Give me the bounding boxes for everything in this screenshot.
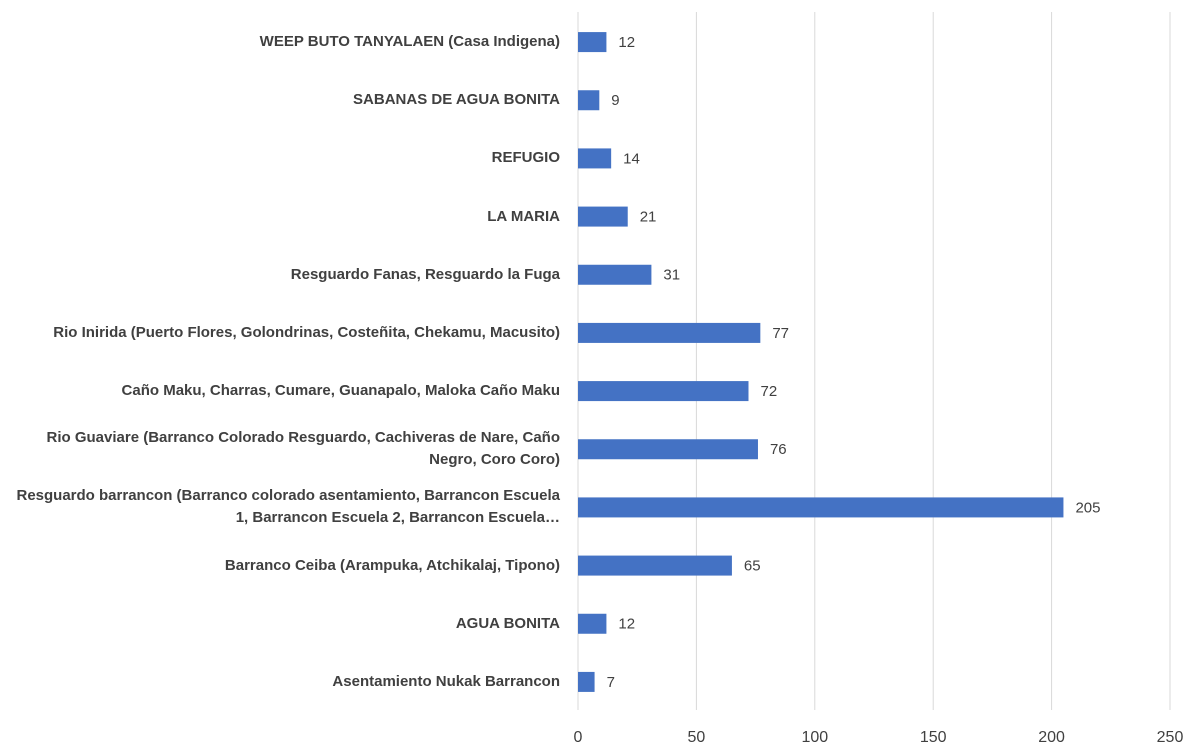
y-tick-label: Barranco Ceiba (Arampuka, Atchikalaj, Ti… [224, 556, 560, 574]
y-tick-label: Caño Maku, Charras, Cumare, Guanapalo, M… [121, 382, 560, 400]
y-tick-label: Resguardo Fanas, Resguardo la Fuga [290, 265, 560, 283]
bar [578, 90, 600, 111]
y-tick-label: SABANAS DE AGUA BONITA [353, 91, 560, 109]
bar [578, 264, 652, 285]
bar [578, 322, 761, 343]
value-label: 65 [744, 558, 761, 575]
bar [578, 497, 1064, 518]
value-label: 31 [663, 267, 680, 284]
bar [578, 32, 607, 53]
x-tick-label: 0 [574, 729, 583, 746]
y-tick-label: REFUGIO [491, 149, 560, 167]
bar [578, 613, 607, 634]
value-label: 12 [618, 34, 635, 51]
value-label: 12 [618, 616, 635, 633]
y-tick-label: Rio Guaviare (Barranco Colorado Resguard… [46, 429, 561, 469]
value-label: 21 [640, 209, 657, 226]
x-tick-label: 250 [1157, 729, 1184, 746]
x-tick-label: 50 [688, 729, 706, 746]
bar [578, 206, 628, 227]
y-tick-label: Rio Inirida (Puerto Flores, Golondrinas,… [53, 323, 560, 341]
bar [578, 148, 612, 169]
y-tick-label: AGUA BONITA [455, 614, 560, 632]
y-tick-label: Asentamiento Nukak Barrancon [332, 672, 560, 690]
value-label: 14 [623, 150, 640, 167]
y-tick-label: Resguardo barrancon (Barranco colorado a… [16, 487, 561, 527]
bar [578, 671, 595, 692]
bar [578, 555, 732, 576]
y-tick-label: LA MARIA [487, 207, 560, 225]
value-label: 77 [772, 325, 789, 342]
x-tick-label: 150 [920, 729, 947, 746]
bar [578, 381, 749, 402]
y-tick-label: WEEP BUTO TANYALAEN (Casa Indigena) [259, 33, 560, 51]
bar [578, 439, 758, 460]
value-label: 9 [611, 92, 619, 109]
x-tick-label: 100 [801, 729, 828, 746]
value-label: 76 [770, 441, 787, 458]
value-label: 205 [1075, 499, 1100, 516]
value-label: 72 [760, 383, 777, 400]
x-tick-label: 200 [1038, 729, 1065, 746]
value-label: 7 [607, 674, 615, 691]
